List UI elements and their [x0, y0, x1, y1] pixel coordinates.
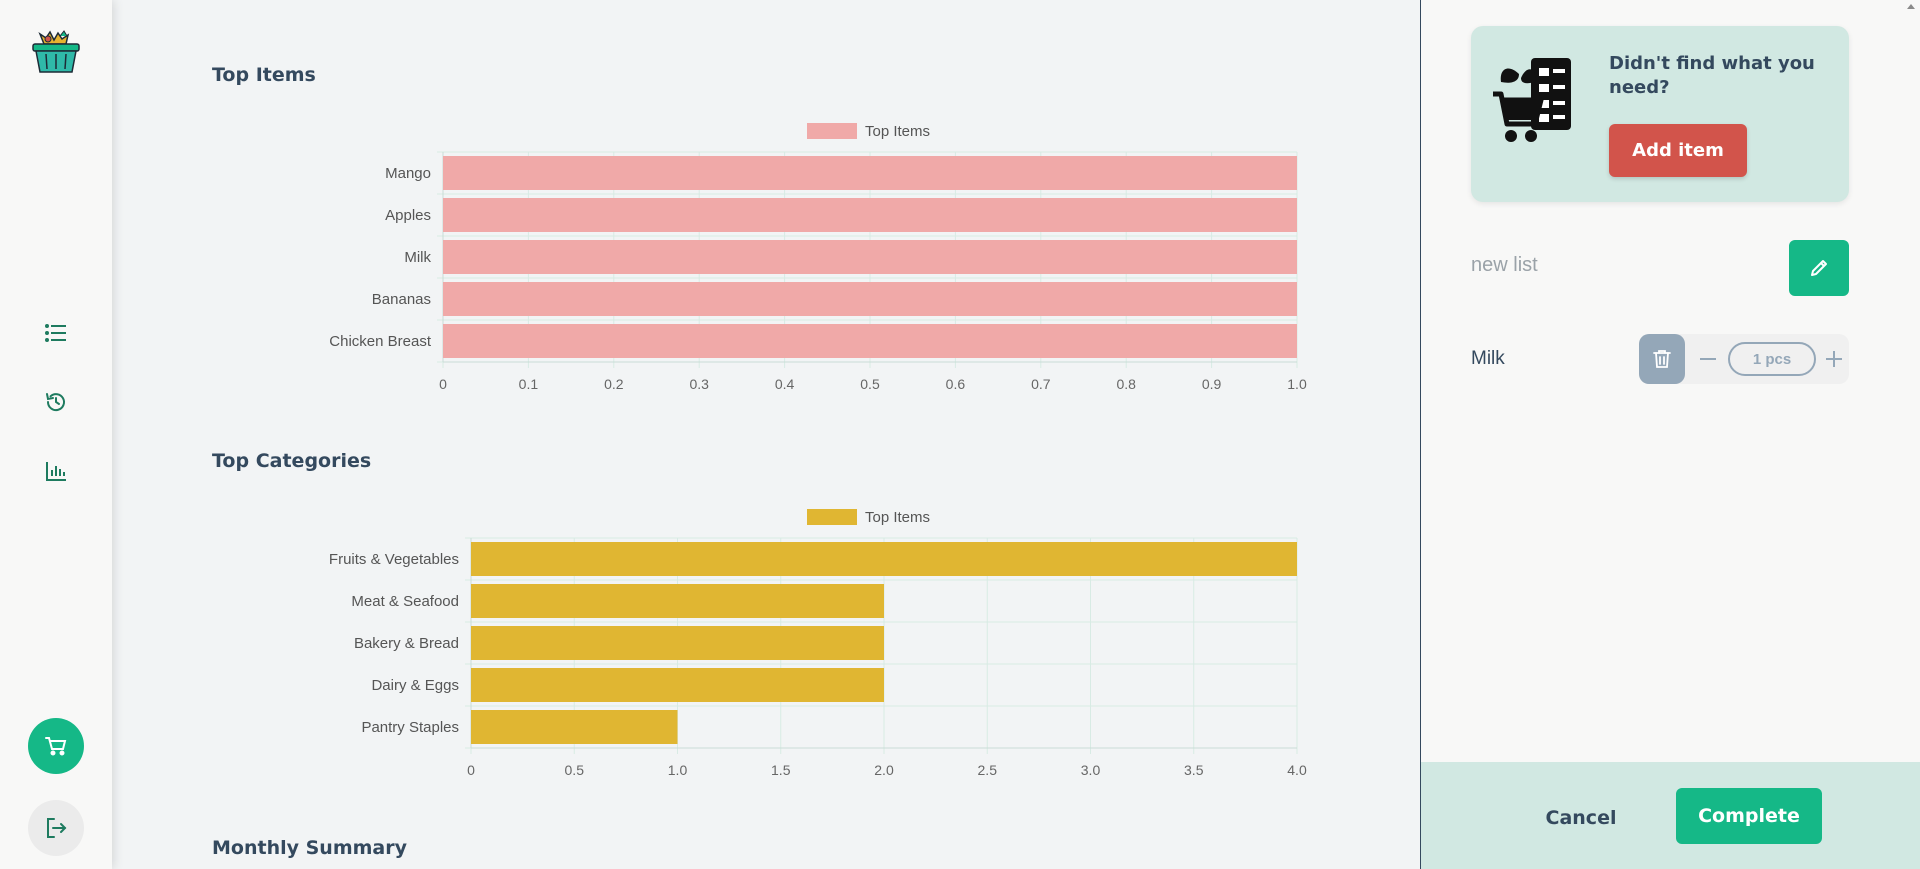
- x-tick-label: 0: [467, 762, 475, 778]
- trash-icon: [1653, 350, 1671, 368]
- delete-item-button[interactable]: [1639, 334, 1685, 384]
- category-label: Milk: [404, 249, 431, 266]
- edit-list-name-button[interactable]: [1789, 240, 1849, 296]
- cart-button[interactable]: [28, 718, 84, 774]
- pencil-icon: [1811, 260, 1827, 276]
- x-tick-label: 0.2: [604, 376, 624, 392]
- monthly-summary-title: Monthly Summary: [212, 837, 407, 859]
- quantity-stepper: 1 pcs: [1639, 334, 1849, 384]
- category-label: Mango: [385, 165, 431, 182]
- x-tick-label: 3.5: [1184, 762, 1204, 778]
- sidebar: [0, 0, 112, 869]
- shopping-basket-icon[interactable]: [30, 30, 82, 74]
- x-tick-label: 1.0: [668, 762, 688, 778]
- legend-label: Top Items: [865, 123, 930, 140]
- logout-button[interactable]: [28, 800, 84, 856]
- cancel-button[interactable]: Cancel: [1521, 800, 1641, 836]
- x-tick-label: 4.0: [1287, 762, 1307, 778]
- x-tick-label: 2.5: [978, 762, 998, 778]
- chart-bar[interactable]: [443, 282, 1297, 316]
- x-tick-label: 0.5: [860, 376, 880, 392]
- bar-chart-svg: Top Items 0 0.1 0.2 0.3 0.4 0.5 0.6 0.7 0.8 0.9 1.0…: [329, 123, 1307, 392]
- legend-swatch: [807, 509, 857, 525]
- chart-legend: Top Items: [807, 509, 930, 526]
- scroll-up-arrow-icon[interactable]: [1907, 4, 1915, 9]
- category-label: Bakery & Bread: [354, 635, 459, 652]
- x-tick-label: 0.4: [775, 376, 795, 392]
- chart-bar[interactable]: [443, 198, 1297, 232]
- list-item-name: Milk: [1471, 348, 1505, 369]
- card-message: Didn't find what you need?: [1609, 53, 1815, 98]
- x-tick-label: 1.0: [1287, 376, 1307, 392]
- bar-chart-svg: Top Items 0 0.5 1.0 1.5 2.0 2.5 3.0 3.5 4.0 Fruits…: [329, 509, 1307, 778]
- chart-bar[interactable]: [471, 542, 1297, 576]
- x-tick-label: 0.3: [689, 376, 709, 392]
- chart-bar[interactable]: [443, 324, 1297, 358]
- category-label: Dairy & Eggs: [371, 677, 459, 694]
- cart-icon: [45, 737, 67, 756]
- category-label: Pantry Staples: [361, 719, 459, 736]
- statistics-main: Top Items Top Items 0 0.1 0.2 0.3 0.4 0.5 0.6 0.…: [112, 0, 1420, 869]
- category-label: Bananas: [372, 291, 431, 308]
- increase-quantity-button[interactable]: [1819, 344, 1849, 374]
- x-tick-label: 0.9: [1202, 376, 1222, 392]
- x-tick-label: 0.7: [1031, 376, 1051, 392]
- logout-icon: [47, 818, 67, 838]
- chart-legend: Top Items: [807, 123, 930, 140]
- history-icon[interactable]: [43, 389, 69, 415]
- chart-bar[interactable]: [471, 626, 884, 660]
- list-icon[interactable]: [43, 320, 69, 346]
- category-label: Fruits & Vegetables: [329, 551, 459, 568]
- top-categories-title: Top Categories: [212, 450, 372, 472]
- top-categories-chart: Top Items 0 0.5 1.0 1.5 2.0 2.5 3.0 3.5 4.0 Fruits…: [192, 498, 1422, 798]
- shopping-list-panel: Didn't find what you need? Add item new …: [1420, 0, 1920, 869]
- x-tick-label: 0: [439, 376, 447, 392]
- add-item-card: Didn't find what you need? Add item: [1471, 26, 1849, 202]
- grocery-cart-checklist-icon: [1491, 54, 1579, 150]
- x-tick-label: 2.0: [874, 762, 894, 778]
- chart-bar[interactable]: [471, 668, 884, 702]
- chart-bar[interactable]: [443, 156, 1297, 190]
- plus-icon: [1826, 351, 1842, 367]
- chart-bar[interactable]: [443, 240, 1297, 274]
- legend-swatch: [807, 123, 857, 139]
- category-label: Chicken Breast: [329, 333, 432, 350]
- panel-footer: Cancel Complete: [1421, 762, 1920, 869]
- category-label: Meat & Seafood: [351, 593, 459, 610]
- chart-bar[interactable]: [471, 584, 884, 618]
- minus-icon: [1700, 358, 1716, 360]
- top-items-title: Top Items: [212, 64, 316, 86]
- decrease-quantity-button[interactable]: [1693, 344, 1723, 374]
- x-tick-label: 0.6: [946, 376, 966, 392]
- x-tick-label: 0.5: [565, 762, 585, 778]
- x-tick-label: 0.8: [1116, 376, 1136, 392]
- bar-chart-icon[interactable]: [43, 458, 69, 484]
- chart-bar[interactable]: [471, 710, 678, 744]
- complete-button[interactable]: Complete: [1676, 788, 1822, 844]
- list-name[interactable]: new list: [1471, 254, 1538, 276]
- x-tick-label: 1.5: [771, 762, 791, 778]
- category-label: Apples: [385, 207, 431, 224]
- legend-label: Top Items: [865, 509, 930, 526]
- x-tick-label: 0.1: [519, 376, 539, 392]
- quantity-value: 1 pcs: [1728, 342, 1816, 376]
- add-item-button[interactable]: Add item: [1609, 124, 1747, 177]
- top-items-chart: Top Items 0 0.1 0.2 0.3 0.4 0.5 0.6 0.7 0.8 0.9 1.0…: [192, 112, 1422, 412]
- x-tick-label: 3.0: [1081, 762, 1101, 778]
